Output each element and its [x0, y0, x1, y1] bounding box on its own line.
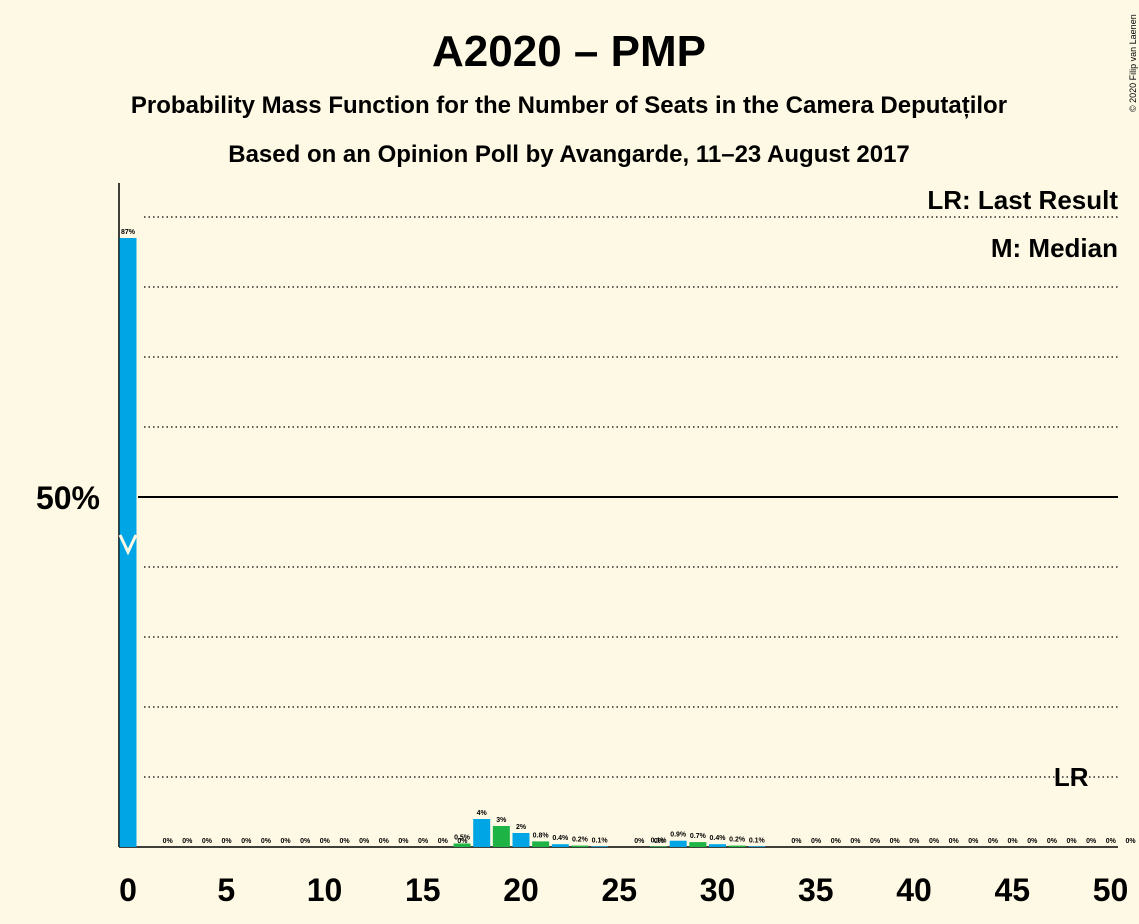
- chart-subtitle-poll: Based on an Opinion Poll by Avangarde, 1…: [228, 141, 910, 168]
- bar-label-seat-7: 0%: [280, 838, 291, 845]
- bar-seat-23: [571, 845, 589, 847]
- bar-label-seat-5: 0%: [241, 838, 252, 845]
- bar-seat-20: [512, 833, 530, 847]
- bar-label-seat-11: 0%: [359, 838, 370, 845]
- bar-label-seat-44: 0%: [1008, 838, 1019, 845]
- bar-label-seat-10: 0%: [339, 838, 350, 845]
- bar-label-seat-4: 0%: [222, 838, 233, 845]
- x-tick-label-45: 45: [994, 872, 1030, 908]
- bar-label-seat-2: 0%: [182, 838, 193, 845]
- bar-label-seat-35: 0%: [831, 838, 842, 845]
- bar-label-seat-15: 0%: [438, 838, 449, 845]
- bar-label-seat-16: 0%: [457, 838, 468, 845]
- bar-label-seat-50: 0%: [1125, 838, 1136, 845]
- bar-seat-31: [728, 845, 746, 847]
- bar-label-seat-12: 0%: [379, 838, 390, 845]
- bar-seat-22: [551, 844, 569, 847]
- bar-label-seat-34: 0%: [811, 838, 822, 845]
- bar-label-seat-41: 0%: [949, 838, 960, 845]
- y-tick-label-50: 50%: [36, 480, 100, 516]
- bar-label-seat-46: 0%: [1047, 838, 1058, 845]
- bar-label-seat-47: 0%: [1066, 838, 1077, 845]
- bar-seat-32: [748, 846, 766, 847]
- bar-label-seat-24: 0.1%: [592, 837, 609, 844]
- x-tick-label-0: 0: [119, 872, 137, 908]
- last-result-marker: LR: [1054, 762, 1089, 792]
- bar-label-seat-25: 0%: [634, 838, 645, 845]
- bar-label-seat-45: 0%: [1027, 838, 1038, 845]
- bar-label-seat-13: 0%: [398, 838, 409, 845]
- bar-label-seat-28: 0.9%: [670, 832, 687, 839]
- median-marker: [118, 534, 138, 556]
- bar-seat-21: [532, 841, 550, 847]
- bar-label-seat-27: 0.1%: [651, 837, 668, 844]
- bar-labels: 87%0% 0% 0% 0% 0% 0% 0% 0% 0% 0% 0% 0% 0% 0% 0% 0%0.5%4…: [121, 229, 1136, 845]
- bar-seat-24: [591, 846, 609, 847]
- bar-seat-18: [473, 819, 491, 847]
- bar-label-seat-38: 0%: [890, 838, 901, 845]
- bar-seat-27: [650, 846, 668, 847]
- chart-title: A2020 – PMP: [432, 27, 706, 76]
- bar-label-seat-14: 0%: [418, 838, 429, 845]
- bar-label-seat-17: 0.5%: [454, 835, 471, 842]
- x-tick-label-30: 30: [700, 872, 736, 908]
- bar-label-seat-31: 0.2%: [729, 837, 746, 844]
- x-tick-label-40: 40: [896, 872, 932, 908]
- bar-label-seat-1: 0%: [163, 838, 174, 845]
- bar-label-seat-40: 0%: [929, 838, 940, 845]
- chart-subtitle: Probability Mass Function for the Number…: [131, 92, 1007, 119]
- gridlines: [144, 216, 1118, 778]
- bar-label-seat-39: 0%: [909, 838, 920, 845]
- bar-label-seat-29: 0.7%: [690, 833, 707, 840]
- bar-label-seat-21: 0.8%: [533, 832, 550, 839]
- bar-label-seat-0: 87%: [121, 229, 136, 236]
- bar-seat-29: [689, 842, 707, 847]
- bar-label-seat-9: 0%: [320, 838, 331, 845]
- x-tick-label-25: 25: [601, 872, 637, 908]
- x-tick-label-5: 5: [217, 872, 235, 908]
- bar-seat-19: [492, 826, 510, 847]
- x-tick-label-15: 15: [405, 872, 441, 908]
- bar-label-seat-20: 2%: [516, 824, 527, 831]
- bar-label-seat-23: 0.2%: [572, 837, 589, 844]
- bar-seat-17: [453, 843, 471, 847]
- bar-label-seat-8: 0%: [300, 838, 311, 845]
- x-tick-labels: 0 5 10 15 20 25 30 35 40 45 50: [119, 872, 1128, 908]
- x-tick-label-50: 50: [1093, 872, 1129, 908]
- bar-label-seat-22: 0.4%: [552, 835, 569, 842]
- bar-seat-30: [709, 844, 726, 847]
- bar-label-seat-30: 0.4%: [710, 835, 727, 842]
- bar-label-seat-3: 0%: [202, 838, 213, 845]
- bar-label-seat-36: 0%: [850, 838, 861, 845]
- bar-label-seat-43: 0%: [988, 838, 999, 845]
- bar-label-seat-26: 0%: [654, 838, 665, 845]
- bar-label-seat-18: 4%: [477, 810, 488, 817]
- x-tick-label-35: 35: [798, 872, 834, 908]
- bars: [119, 238, 766, 847]
- copyright-notice: © 2020 Filip van Laenen: [1128, 14, 1138, 112]
- bar-seat-0: [119, 238, 137, 847]
- bar-label-seat-48: 0%: [1086, 838, 1097, 845]
- bar-label-seat-19: 3%: [496, 817, 507, 824]
- legend-last-result: LR: Last Result: [927, 185, 1118, 215]
- x-tick-label-10: 10: [307, 872, 343, 908]
- bar-label-seat-49: 0%: [1106, 838, 1117, 845]
- bar-label-seat-33: 0%: [791, 838, 802, 845]
- bar-label-seat-32: 0.1%: [749, 837, 766, 844]
- bar-seat-28: [669, 840, 687, 847]
- x-tick-label-20: 20: [503, 872, 539, 908]
- legend-median: M: Median: [991, 233, 1118, 263]
- bar-label-seat-37: 0%: [870, 838, 881, 845]
- bar-label-seat-6: 0%: [261, 838, 272, 845]
- bar-label-seat-42: 0%: [968, 838, 979, 845]
